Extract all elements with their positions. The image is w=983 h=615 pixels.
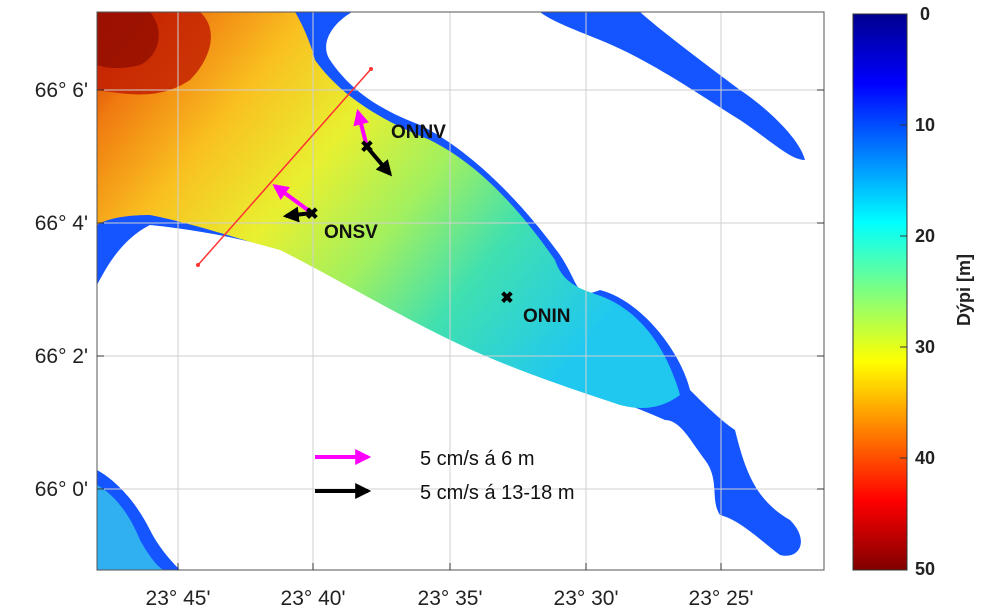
colorbar bbox=[852, 13, 908, 571]
station-label-onnv: ONNV bbox=[391, 122, 446, 143]
fjord-deep bbox=[97, 12, 680, 408]
colorbar-tick-label: 50 bbox=[915, 559, 935, 579]
tick-marks bbox=[97, 89, 824, 570]
colorbar-tick-label: 20 bbox=[915, 226, 935, 246]
legend-label-black: 5 cm/s á 13-18 m bbox=[420, 482, 575, 504]
colorbar-tick-label: 10 bbox=[915, 115, 935, 135]
onsv-marker: ✖ bbox=[305, 206, 318, 223]
onnv-arrow-6m bbox=[353, 108, 369, 148]
fjord-layer bbox=[97, 12, 805, 570]
colorbar-tick-label: 40 bbox=[915, 448, 935, 468]
colorbar-title: Dýpi [m] bbox=[954, 254, 974, 326]
onsv-arrow-deep bbox=[282, 206, 313, 223]
station-label-onsv: ONSV bbox=[324, 222, 378, 243]
lon-tick-label: 23° 25' bbox=[689, 587, 754, 610]
fjord-arm-north bbox=[540, 12, 805, 160]
lat-tick-label: 66° 6' bbox=[35, 79, 88, 102]
lon-tick-label: 23° 40' bbox=[281, 587, 346, 610]
lon-tick-label: 23° 30' bbox=[554, 587, 619, 610]
onsv-arrow-6m bbox=[272, 184, 314, 215]
onnv-arrow-deep bbox=[365, 145, 393, 177]
station-label-onin: ONIN bbox=[523, 306, 571, 327]
colorbar-tick-label: 0 bbox=[920, 4, 930, 24]
legend-label-magenta: 5 cm/s á 6 m bbox=[420, 448, 534, 470]
lat-tick-label: 66° 0' bbox=[35, 478, 88, 501]
transect-endpoint bbox=[369, 67, 373, 71]
lat-tick-label: 66° 2' bbox=[35, 345, 88, 368]
colorbar-ticks bbox=[900, 124, 907, 459]
lon-tick-label: 23° 35' bbox=[418, 587, 483, 610]
colorbar-tick-label: 30 bbox=[915, 337, 935, 357]
transect-line bbox=[197, 68, 372, 266]
lon-tick-label: 23° 45' bbox=[146, 587, 211, 610]
transect-endpoint bbox=[196, 263, 200, 267]
onin-marker: ✖ bbox=[500, 290, 513, 307]
onnv-marker: ✖ bbox=[360, 139, 373, 156]
lat-tick-label: 66° 4' bbox=[35, 212, 88, 235]
plot-frame bbox=[96, 11, 825, 571]
grid bbox=[97, 12, 824, 570]
